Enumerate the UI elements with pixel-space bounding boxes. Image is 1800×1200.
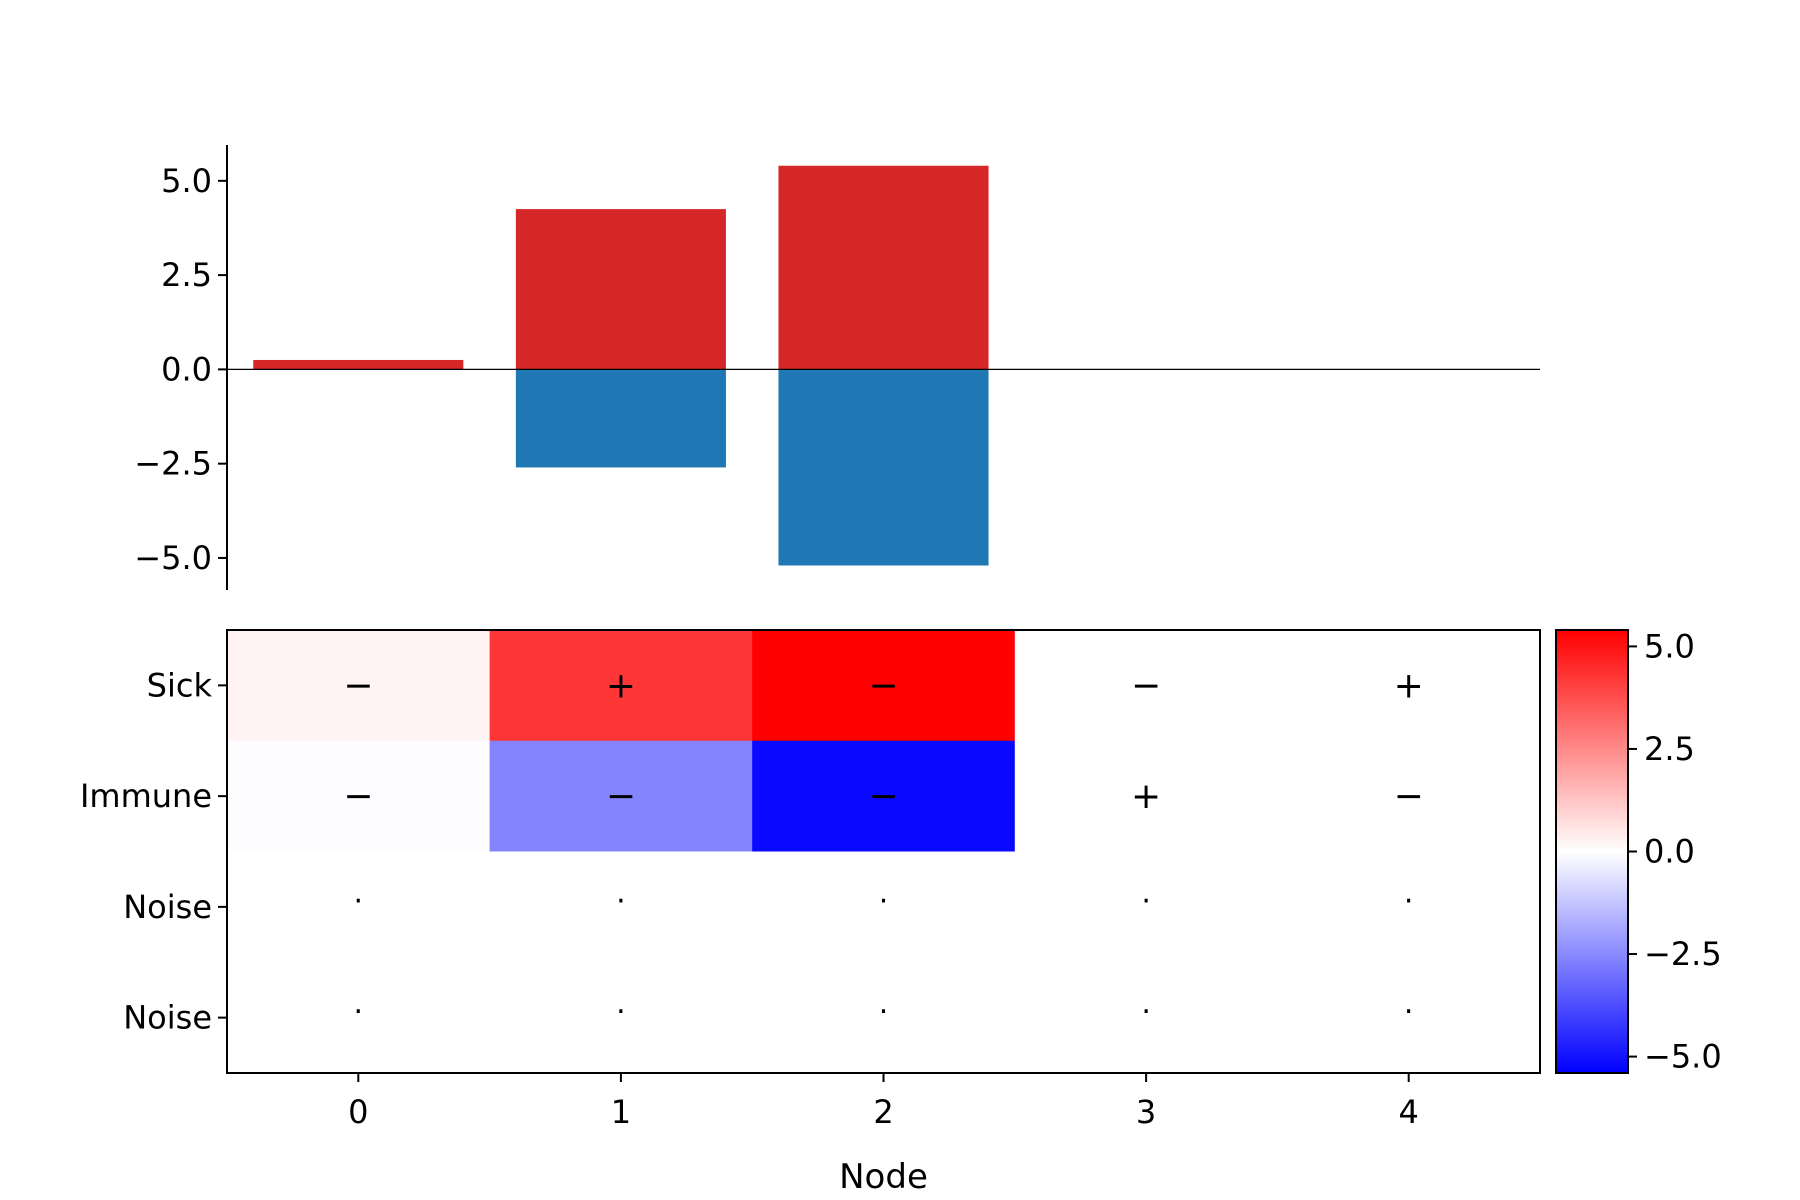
heatmap-x-tick-label: 1 bbox=[611, 1093, 631, 1131]
heatmap-cell-r2-c3 bbox=[1014, 851, 1278, 963]
heatmap-y-tick-label: Noise bbox=[123, 888, 212, 926]
heatmap-cell-symbol: − bbox=[343, 776, 373, 817]
colorbar-tick-label: −2.5 bbox=[1644, 935, 1722, 973]
bar-series0-node-1 bbox=[515, 209, 726, 370]
heatmap-cell-r3-c0 bbox=[227, 962, 491, 1074]
heatmap-cell-symbol: · bbox=[1141, 884, 1151, 919]
heatmap-cell-symbol: + bbox=[606, 665, 636, 706]
bar-series1-node-2 bbox=[778, 369, 989, 566]
heatmap-cell-symbol: · bbox=[1141, 995, 1151, 1030]
heatmap-x-tick-label: 3 bbox=[1136, 1093, 1156, 1131]
bar-series0-node-2 bbox=[778, 165, 989, 370]
heatmap-cell-r1-c1 bbox=[489, 740, 753, 853]
heatmap-cell-r2-c0 bbox=[227, 851, 491, 963]
bar-y-tick-label: 5.0 bbox=[161, 162, 212, 200]
heatmap-cell-symbol: · bbox=[354, 995, 364, 1030]
heatmap-cell-symbol: − bbox=[1131, 665, 1161, 706]
colorbar-panel: 5.0 2.5 0.0 −2.5 −5.0 bbox=[1555, 627, 1722, 1076]
heatmap-cell-r0-c0 bbox=[227, 630, 491, 742]
heatmap-cell-r0-c1 bbox=[489, 630, 753, 742]
bar-y-tick-label: 2.5 bbox=[161, 256, 212, 294]
heatmap-cell-symbol: · bbox=[354, 884, 364, 919]
heatmap-cell-r1-c2 bbox=[752, 740, 1016, 853]
heatmap-y-tick-label: Immune bbox=[80, 777, 212, 815]
heatmap-y-tick-label: Sick bbox=[147, 666, 213, 704]
x-axis-label: Node bbox=[839, 1157, 928, 1197]
heatmap-cell-symbol: − bbox=[606, 776, 636, 817]
colorbar-scale bbox=[1555, 629, 1629, 1074]
heatmap-cell-symbol: · bbox=[616, 995, 626, 1030]
colorbar-tick-label: 5.0 bbox=[1644, 627, 1695, 665]
heatmap-cell-symbol: + bbox=[1394, 665, 1424, 706]
heatmap-cell-symbol: · bbox=[879, 884, 889, 919]
heatmap-cell-symbol: + bbox=[1131, 776, 1161, 817]
heatmap-cell-r1-c3 bbox=[1014, 740, 1278, 853]
heatmap-cell-r2-c4 bbox=[1277, 851, 1541, 963]
bar-series0-node-0 bbox=[253, 359, 464, 370]
colorbar-tick-label: 2.5 bbox=[1644, 730, 1695, 768]
heatmap-cell-symbol: · bbox=[1404, 884, 1414, 919]
heatmap-x-tick-label: 0 bbox=[348, 1093, 368, 1131]
heatmap-cell-r0-c2 bbox=[752, 630, 1016, 742]
heatmap-cell-r0-c4 bbox=[1277, 630, 1541, 742]
heatmap-cell-r0-c3 bbox=[1014, 630, 1278, 742]
heatmap-x-tick-label: 4 bbox=[1399, 1093, 1419, 1131]
bar-y-tick-label: 0.0 bbox=[161, 350, 212, 388]
colorbar-tick-label: 0.0 bbox=[1644, 833, 1695, 871]
heatmap-cell-r3-c1 bbox=[489, 962, 753, 1074]
colorbar-tick-label: −5.0 bbox=[1644, 1038, 1722, 1076]
bar-chart-panel: 5.0 2.5 0.0 −2.5 −5.0 bbox=[134, 145, 1540, 590]
heatmap-cell-symbol: · bbox=[616, 884, 626, 919]
heatmap-cell-r2-c1 bbox=[489, 851, 753, 963]
heatmap-cell-symbol: · bbox=[879, 995, 889, 1030]
heatmap-cell-symbol: − bbox=[1394, 776, 1424, 817]
heatmap-cell-r1-c0 bbox=[227, 740, 491, 853]
bar-series1-node-1 bbox=[515, 369, 726, 468]
heatmap-panel: − + − − + − − − + − · · · · · · · · · · Sick Immune Noise Noise… bbox=[80, 629, 1541, 1197]
heatmap-cell-symbol: − bbox=[868, 776, 898, 817]
bar-y-tick-label: −5.0 bbox=[134, 539, 212, 577]
heatmap-y-tick-label: Noise bbox=[123, 999, 212, 1037]
heatmap-cell-r3-c2 bbox=[752, 962, 1016, 1074]
heatmap-cell-symbol: − bbox=[868, 665, 898, 706]
heatmap-x-tick-label: 2 bbox=[873, 1093, 893, 1131]
heatmap-cell-r3-c3 bbox=[1014, 962, 1278, 1074]
heatmap-cell-r2-c2 bbox=[752, 851, 1016, 963]
heatmap-cell-r1-c4 bbox=[1277, 740, 1541, 853]
heatmap-cell-symbol: · bbox=[1404, 995, 1414, 1030]
bar-y-tick-label: −2.5 bbox=[134, 445, 212, 483]
heatmap-cell-r3-c4 bbox=[1277, 962, 1541, 1074]
heatmap-cell-symbol: − bbox=[343, 665, 373, 706]
